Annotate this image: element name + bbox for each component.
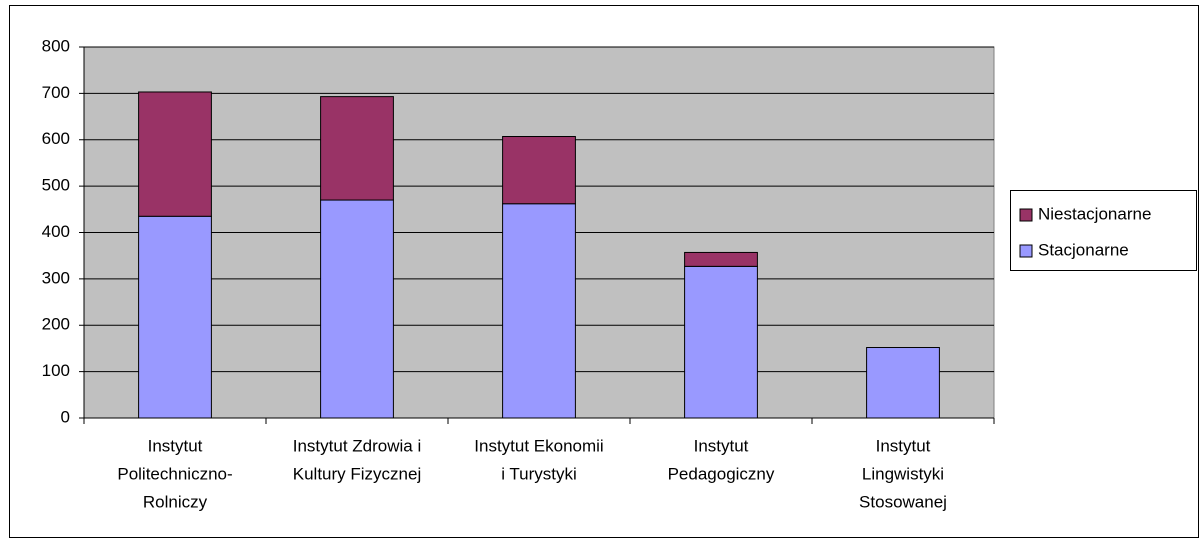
x-tick-label: Rolniczy bbox=[143, 492, 208, 511]
y-tick-label: 700 bbox=[42, 83, 70, 102]
x-tick-label: Pedagogiczny bbox=[668, 464, 775, 483]
bar-segment bbox=[502, 203, 576, 419]
x-tick-label: Instytut bbox=[694, 436, 749, 455]
bar-segment bbox=[320, 199, 394, 419]
bar-segment bbox=[138, 215, 212, 419]
x-tick-label: Lingwistyki bbox=[862, 464, 944, 483]
bar-segment bbox=[684, 251, 758, 267]
x-tick-label: Kultury Fizycznej bbox=[293, 464, 421, 483]
bar-segment bbox=[866, 347, 940, 419]
bar-segment bbox=[684, 265, 758, 419]
legend-label: Niestacjonarne bbox=[1038, 204, 1151, 223]
x-tick-label: Instytut Zdrowia i bbox=[293, 436, 422, 455]
legend-label: Stacjonarne bbox=[1038, 240, 1129, 259]
y-tick-label: 300 bbox=[42, 268, 70, 287]
bar-segment bbox=[502, 136, 576, 205]
x-tick-label: Politechniczno- bbox=[117, 464, 232, 483]
y-tick-label: 100 bbox=[42, 361, 70, 380]
x-tick-label: Stosowanej bbox=[859, 492, 947, 511]
y-tick-label: 500 bbox=[42, 176, 70, 195]
x-tick-label: i Turystyki bbox=[501, 464, 577, 483]
bar-segment bbox=[138, 91, 212, 217]
y-tick-label: 200 bbox=[42, 315, 70, 334]
legend-swatch bbox=[1019, 208, 1033, 222]
y-tick-label: 600 bbox=[42, 129, 70, 148]
y-tick-label: 800 bbox=[42, 36, 70, 55]
x-tick-label: Instytut Ekonomii bbox=[474, 436, 603, 455]
x-tick-label: Instytut bbox=[148, 436, 203, 455]
y-tick-label: 400 bbox=[42, 222, 70, 241]
y-tick-label: 0 bbox=[61, 407, 70, 426]
x-tick-label: Instytut bbox=[876, 436, 931, 455]
bar-segment bbox=[320, 96, 394, 201]
legend-swatch bbox=[1019, 244, 1033, 258]
legend-box bbox=[1010, 190, 1197, 271]
